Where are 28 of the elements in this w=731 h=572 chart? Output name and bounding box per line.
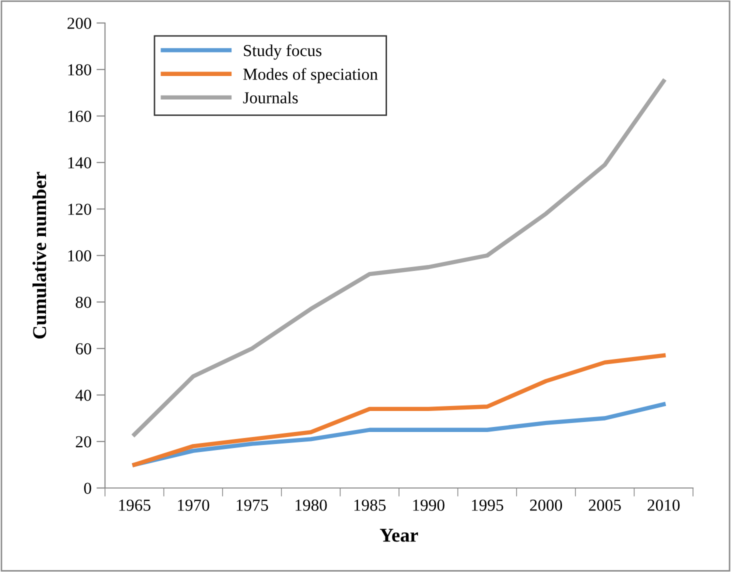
y-tick-label: 140 [68, 157, 92, 168]
y-tick-label: 80 [76, 296, 92, 308]
x-tick-label: 2005 [588, 500, 621, 511]
x-tick-label: 1975 [236, 500, 268, 511]
x-tick-label: 1995 [472, 500, 504, 511]
legend-label: Modes of speciation [243, 68, 378, 84]
x-tick-label: 1985 [354, 500, 386, 511]
y-tick-label: 100 [68, 250, 92, 262]
y-axis-title: Cumulative number [32, 172, 46, 339]
legend-label: Study focus [244, 44, 322, 60]
x-tick-label: 1970 [178, 500, 210, 511]
y-tick-label: 120 [68, 204, 92, 215]
y-tick-label: 0 [84, 482, 92, 494]
x-tick-label: 1980 [296, 500, 327, 511]
legend-label: Journals [243, 92, 298, 104]
y-tick-label: 160 [68, 110, 92, 122]
x-tick-label: 1965 [119, 500, 150, 511]
y-tick-label: 200 [68, 18, 92, 29]
x-tick-label: 2000 [530, 500, 562, 511]
y-tick-label: 60 [76, 343, 92, 354]
line-series [132, 353, 666, 467]
y-tick-label: 40 [75, 390, 92, 401]
line-series [132, 402, 666, 467]
x-tick-label: 1990 [413, 500, 444, 511]
y-tick-label: 180 [68, 64, 92, 76]
x-tick-label: 2010 [648, 500, 680, 511]
y-tick-label: 20 [76, 436, 92, 448]
x-axis-title: Year [380, 528, 418, 542]
